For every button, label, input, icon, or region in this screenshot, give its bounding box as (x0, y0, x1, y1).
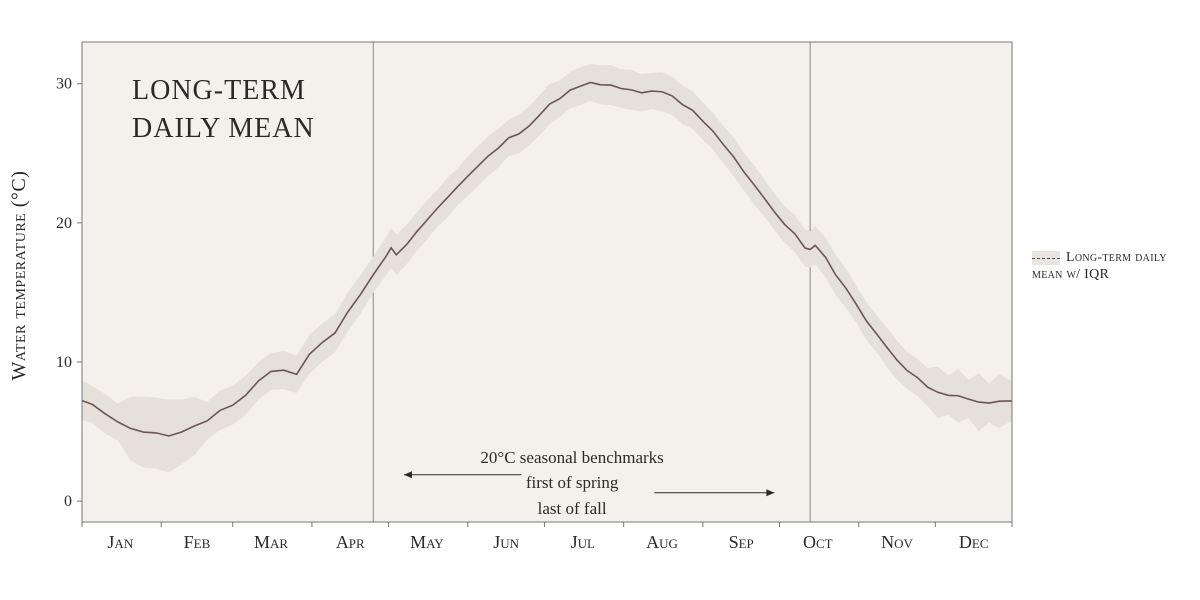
svg-text:Sep: Sep (729, 532, 754, 552)
benchmark-annotation: 20°C seasonal benchmarksfirst of springl… (480, 445, 663, 522)
legend: Long-term dailymean w/ IQR (1032, 250, 1167, 284)
svg-text:Apr: Apr (336, 532, 365, 552)
svg-text:10: 10 (56, 354, 72, 371)
svg-text:Dec: Dec (959, 532, 989, 552)
svg-text:Jun: Jun (493, 532, 519, 552)
svg-text:Jul: Jul (571, 532, 595, 552)
svg-text:Feb: Feb (184, 532, 211, 552)
legend-swatch (1032, 251, 1060, 265)
svg-text:0: 0 (64, 493, 72, 510)
svg-text:20: 20 (56, 215, 72, 232)
svg-text:Aug: Aug (646, 532, 678, 552)
svg-text:Oct: Oct (803, 532, 833, 552)
svg-text:May: May (410, 532, 444, 552)
svg-text:Jan: Jan (107, 532, 133, 552)
svg-text:Mar: Mar (254, 532, 288, 552)
svg-text:30: 30 (56, 76, 72, 93)
svg-text:Nov: Nov (881, 532, 913, 552)
chart-title-inset: long-termdaily mean (132, 72, 315, 148)
y-axis-label: Water temperature (°C) (8, 171, 31, 381)
